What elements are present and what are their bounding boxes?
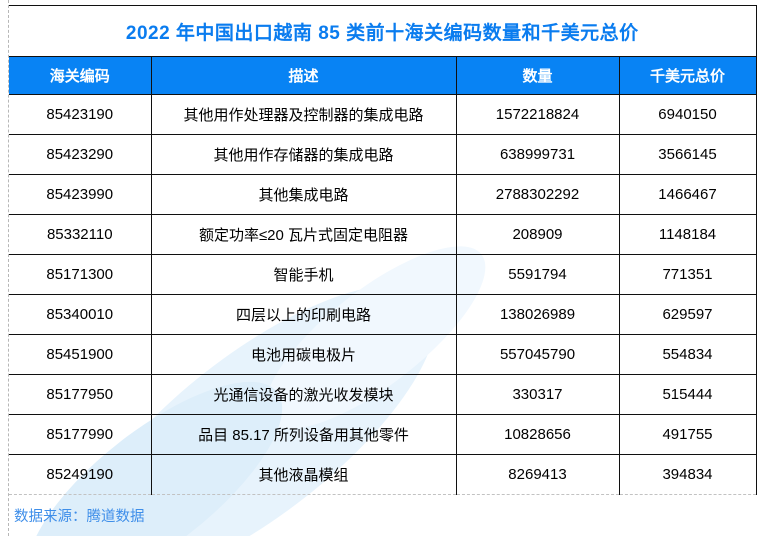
title-row: 2022 年中国出口越南 85 类前十海关编码数量和千美元总价 (9, 5, 757, 57)
cell-customs-code: 85177990 (9, 414, 152, 455)
cell-quantity: 1572218824 (455, 94, 620, 135)
cell-customs-code: 85177950 (9, 374, 152, 415)
cell-description: 光通信设备的激光收发模块 (150, 374, 457, 415)
page-break-dashed-line (8, 0, 9, 536)
cell-description: 品目 85.17 所列设备用其他零件 (150, 414, 457, 455)
cell-quantity: 8269413 (455, 454, 620, 495)
cell-customs-code: 85423290 (9, 134, 152, 175)
table-row: 85177950 光通信设备的激光收发模块 330317 515444 (9, 374, 757, 415)
customs-data-table: 2022 年中国出口越南 85 类前十海关编码数量和千美元总价 海关编码 描述 … (9, 5, 757, 495)
table-row: 85340010 四层以上的印刷电路 138026989 629597 (9, 294, 757, 335)
column-header-description: 描述 (150, 56, 457, 95)
table-row: 85423990 其他集成电路 2788302292 1466467 (9, 174, 757, 215)
cell-description: 四层以上的印刷电路 (150, 294, 457, 335)
cell-customs-code: 85340010 (9, 294, 152, 335)
data-source-note: 数据来源：腾道数据 (14, 509, 145, 525)
cell-customs-code: 85423190 (9, 94, 152, 135)
column-header-quantity: 数量 (455, 56, 620, 95)
cell-total-value: 1466467 (618, 174, 757, 215)
cell-customs-code: 85423990 (9, 174, 152, 215)
cell-customs-code: 85451900 (9, 334, 152, 375)
cell-total-value: 491755 (618, 414, 757, 455)
cell-total-value: 515444 (618, 374, 757, 415)
cell-quantity: 5591794 (455, 254, 620, 295)
cell-total-value: 629597 (618, 294, 757, 335)
cell-total-value: 6940150 (618, 94, 757, 135)
cell-customs-code: 85332110 (9, 214, 152, 255)
cell-total-value: 771351 (618, 254, 757, 295)
cell-customs-code: 85249190 (9, 454, 152, 495)
cell-customs-code: 85171300 (9, 254, 152, 295)
cell-quantity: 330317 (455, 374, 620, 415)
table-row: 85451900 电池用碳电极片 557045790 554834 (9, 334, 757, 375)
cell-description: 电池用碳电极片 (150, 334, 457, 375)
cell-description: 其他集成电路 (150, 174, 457, 215)
column-header-total-value: 千美元总价 (618, 56, 757, 95)
cell-total-value: 1148184 (618, 214, 757, 255)
page-title: 2022 年中国出口越南 85 类前十海关编码数量和千美元总价 (9, 5, 757, 57)
table-row: 85249190 其他液晶模组 8269413 394834 (9, 454, 757, 495)
cell-quantity: 138026989 (455, 294, 620, 335)
cell-quantity: 557045790 (455, 334, 620, 375)
cell-total-value: 554834 (618, 334, 757, 375)
table-row: 85423190 其他用作处理器及控制器的集成电路 1572218824 694… (9, 94, 757, 135)
cell-description: 其他用作处理器及控制器的集成电路 (150, 94, 457, 135)
table-row: 85171300 智能手机 5591794 771351 (9, 254, 757, 295)
cell-description: 智能手机 (150, 254, 457, 295)
table-row: 85423290 其他用作存储器的集成电路 638999731 3566145 (9, 134, 757, 175)
cell-quantity: 2788302292 (455, 174, 620, 215)
column-header-customs-code: 海关编码 (9, 56, 152, 95)
cell-description: 其他液晶模组 (150, 454, 457, 495)
cell-quantity: 10828656 (455, 414, 620, 455)
cell-description: 额定功率≤20 瓦片式固定电阻器 (150, 214, 457, 255)
table-row: 85332110 额定功率≤20 瓦片式固定电阻器 208909 1148184 (9, 214, 757, 255)
cell-quantity: 638999731 (455, 134, 620, 175)
cell-description: 其他用作存储器的集成电路 (150, 134, 457, 175)
cell-total-value: 394834 (618, 454, 757, 495)
table-row: 85177990 品目 85.17 所列设备用其他零件 10828656 491… (9, 414, 757, 455)
cell-total-value: 3566145 (618, 134, 757, 175)
cell-quantity: 208909 (455, 214, 620, 255)
report-sheet: 2022 年中国出口越南 85 类前十海关编码数量和千美元总价 海关编码 描述 … (9, 5, 757, 495)
table-header-row: 海关编码 描述 数量 千美元总价 (9, 56, 757, 95)
